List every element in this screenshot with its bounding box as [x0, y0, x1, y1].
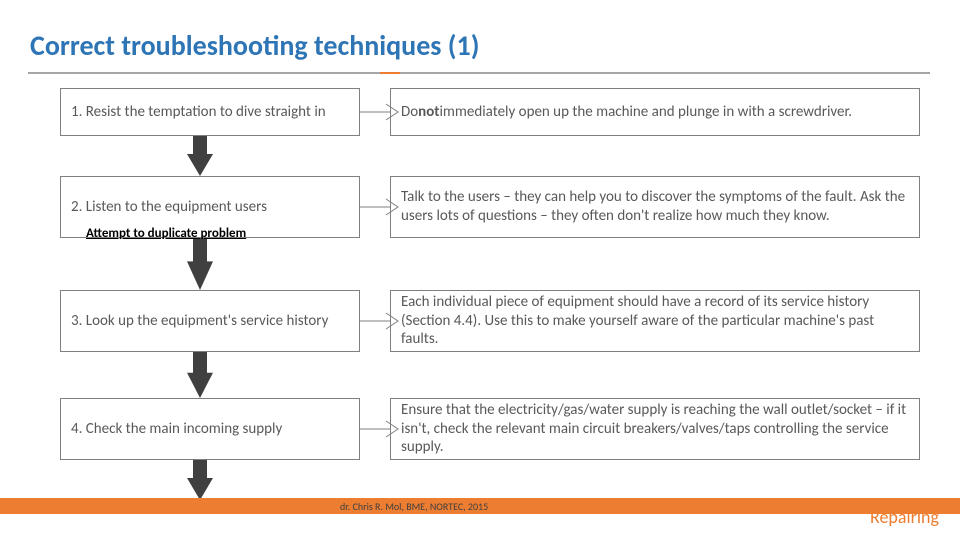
desc-box-3: Each individual piece of equipment shoul… [390, 290, 920, 352]
v-arrow-1 [185, 136, 215, 180]
footer-section-label: Repairing [870, 506, 939, 528]
slide-title: Correct troubleshooting techniques (1) [30, 28, 479, 63]
h-arrow-2 [360, 195, 402, 219]
desc-box-4: Ensure that the electricity/gas/water su… [390, 398, 920, 460]
step-box-1: 1. Resist the temptation to dive straigh… [60, 88, 360, 136]
step-box-4: 4. Check the main incoming supply [60, 398, 360, 460]
desc-box-2: Talk to the users – they can help you to… [390, 176, 920, 238]
h-arrow-1 [360, 100, 402, 124]
step-box-3: 3. Look up the equipment's service histo… [60, 290, 360, 352]
footer-attribution: dr. Chris R. Mol, BME, NORTEC, 2015 [340, 500, 488, 513]
h-arrow-4 [360, 417, 402, 441]
desc-box-1: Do not immediately open up the machine a… [390, 88, 920, 136]
h-arrow-3 [360, 309, 402, 333]
annotation-duplicate-problem: Attempt to duplicate problem [86, 226, 246, 241]
v-arrow-2 [185, 238, 215, 294]
title-underline [28, 72, 930, 74]
v-arrow-3 [185, 352, 215, 402]
